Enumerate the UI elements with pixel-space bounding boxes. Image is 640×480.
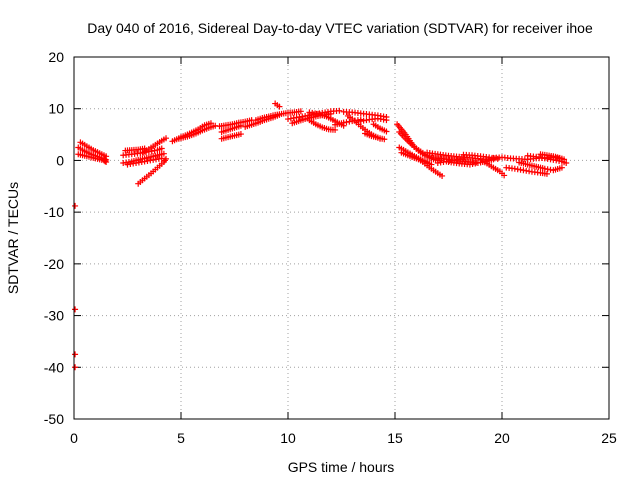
data-point: [102, 158, 109, 165]
data-point: [72, 306, 79, 313]
x-tick-label: 25: [601, 430, 617, 446]
data-point: [72, 351, 79, 358]
data-point: [383, 128, 390, 135]
y-axis-label: SDTVAR / TECUs: [5, 182, 21, 294]
tick-labels: 0 5 10 15 20 25 -50 -40 -30 -20 -10 0 10 20: [44, 49, 617, 446]
data-point: [103, 158, 110, 165]
data-point: [563, 160, 570, 167]
x-tick-label: 15: [387, 430, 403, 446]
data-point: [558, 164, 565, 171]
y-tick-label: -50: [44, 411, 64, 427]
data-point: [501, 172, 508, 179]
data-point: [543, 170, 550, 177]
data-point: [158, 145, 165, 152]
data-point: [163, 155, 170, 162]
data-point: [381, 136, 388, 143]
y-tick-label: 10: [48, 101, 64, 117]
data-point: [439, 172, 446, 179]
y-tick-label: 20: [48, 49, 64, 65]
data-point: [103, 153, 110, 160]
y-tick-label: 0: [56, 152, 64, 168]
data-point: [297, 108, 304, 115]
data-point: [276, 103, 283, 110]
x-tick-label: 0: [70, 430, 78, 446]
data-point: [332, 126, 339, 133]
x-tick-label: 10: [280, 430, 296, 446]
data-point: [237, 122, 244, 129]
y-tick-label: -10: [44, 204, 64, 220]
plot-frame: [73, 56, 610, 420]
data-point: [160, 150, 167, 157]
data-point: [336, 107, 343, 114]
data-point: [163, 135, 170, 142]
data-point: [72, 364, 79, 371]
y-tick-label: -30: [44, 308, 64, 324]
y-tick-label: -20: [44, 256, 64, 272]
data-point: [141, 145, 148, 152]
data-point: [383, 117, 390, 124]
x-tick-label: 20: [494, 430, 510, 446]
x-tick-label: 5: [177, 430, 185, 446]
data-point: [72, 202, 79, 209]
data-points: [72, 100, 570, 371]
y-tick-label: -40: [44, 359, 64, 375]
data-point: [237, 131, 244, 138]
x-axis-label: GPS time / hours: [288, 459, 395, 475]
chart-title: Day 040 of 2016, Sidereal Day-to-day VTE…: [87, 20, 593, 36]
data-point: [561, 156, 568, 163]
